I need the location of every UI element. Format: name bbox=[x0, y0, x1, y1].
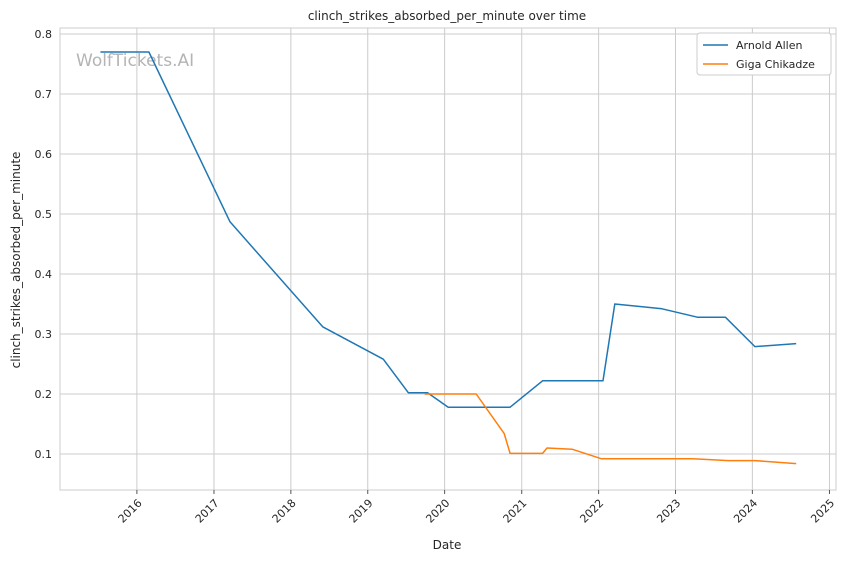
x-tick-label: 2019 bbox=[347, 497, 376, 526]
watermark-text: WolfTickets.AI bbox=[76, 51, 194, 71]
x-tick-label: 2025 bbox=[808, 497, 837, 526]
legend: Arnold Allen Giga Chikadze bbox=[696, 32, 832, 76]
y-tick-label: 0.7 bbox=[35, 88, 53, 101]
legend-label: Giga Chikadze bbox=[736, 58, 815, 71]
series-lines bbox=[100, 51, 797, 465]
legend-label: Arnold Allen bbox=[736, 39, 802, 52]
x-tick-label: 2016 bbox=[116, 497, 145, 526]
x-axis-ticks: 2016 2017 2018 2019 2020 2021 2022 2023 2024 2025 bbox=[116, 490, 837, 526]
plot-area bbox=[59, 27, 837, 491]
y-tick-label: 0.5 bbox=[35, 208, 53, 221]
x-tick-label: 2017 bbox=[193, 497, 222, 526]
legend-box bbox=[696, 32, 832, 76]
series-line-arnold-allen bbox=[100, 51, 797, 408]
x-tick-label: 2024 bbox=[731, 497, 760, 526]
chart-title: clinch_strikes_absorbed_per_minute over … bbox=[308, 9, 586, 23]
y-tick-label: 0.3 bbox=[35, 328, 53, 341]
y-tick-label: 0.6 bbox=[35, 148, 53, 161]
x-axis-title: Date bbox=[433, 538, 462, 552]
y-axis-title: clinch_strikes_absorbed_per_minute bbox=[9, 152, 23, 369]
x-tick-label: 2021 bbox=[501, 497, 530, 526]
x-tick-label: 2023 bbox=[654, 497, 683, 526]
y-tick-label: 0.8 bbox=[35, 28, 53, 41]
y-tick-label: 0.2 bbox=[35, 388, 53, 401]
x-tick-label: 2020 bbox=[423, 497, 452, 526]
y-axis-ticks: 0.1 0.2 0.3 0.4 0.5 0.6 0.7 0.8 bbox=[35, 28, 53, 461]
grid bbox=[60, 28, 836, 490]
x-tick-label: 2018 bbox=[270, 497, 299, 526]
series-line-giga-chikadze bbox=[424, 393, 797, 465]
y-tick-label: 0.4 bbox=[35, 268, 53, 281]
x-tick-label: 2022 bbox=[577, 497, 606, 526]
y-tick-label: 0.1 bbox=[35, 448, 53, 461]
